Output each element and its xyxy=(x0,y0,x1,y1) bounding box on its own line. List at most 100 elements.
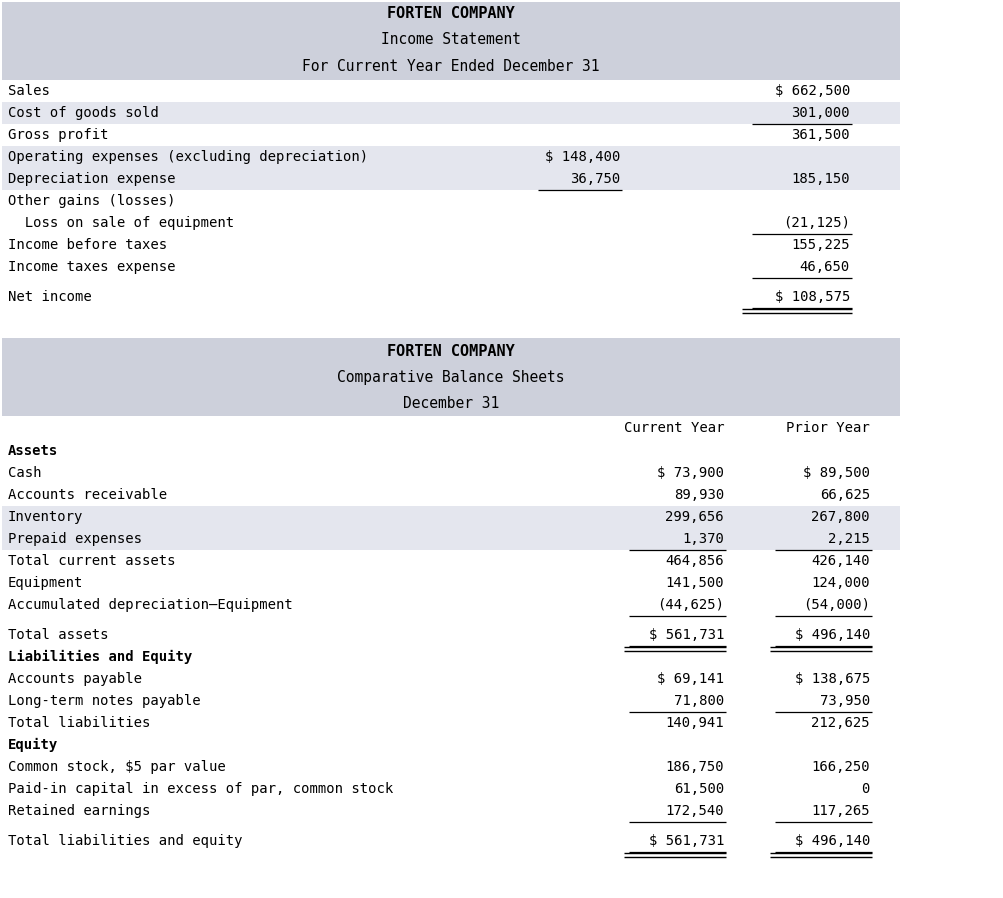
Text: (54,000): (54,000) xyxy=(802,598,870,612)
Bar xyxy=(2,416,899,440)
Bar xyxy=(2,146,899,168)
Text: Long-term notes payable: Long-term notes payable xyxy=(8,694,201,708)
Text: $ 561,731: $ 561,731 xyxy=(648,834,723,848)
Text: Prepaid expenses: Prepaid expenses xyxy=(8,532,141,546)
Text: Accounts receivable: Accounts receivable xyxy=(8,488,166,502)
Text: 73,950: 73,950 xyxy=(818,694,870,708)
Text: Assets: Assets xyxy=(8,444,58,458)
Text: 172,540: 172,540 xyxy=(665,804,723,818)
Bar xyxy=(2,286,899,308)
Bar xyxy=(2,712,899,734)
Bar xyxy=(2,124,899,146)
Text: 141,500: 141,500 xyxy=(665,576,723,590)
Bar xyxy=(2,190,899,212)
Bar xyxy=(2,668,899,690)
Text: Loss on sale of equipment: Loss on sale of equipment xyxy=(8,216,234,230)
Text: 186,750: 186,750 xyxy=(665,760,723,774)
Bar xyxy=(2,102,899,124)
Bar xyxy=(2,594,899,616)
Text: Cash: Cash xyxy=(8,466,41,480)
Text: 61,500: 61,500 xyxy=(673,782,723,796)
Text: 124,000: 124,000 xyxy=(810,576,870,590)
Text: December 31: December 31 xyxy=(402,396,498,411)
Text: 361,500: 361,500 xyxy=(790,128,850,142)
Text: Total current assets: Total current assets xyxy=(8,554,176,568)
Bar xyxy=(2,528,899,550)
Text: 0: 0 xyxy=(861,782,870,796)
Text: Sales: Sales xyxy=(8,84,50,98)
Bar xyxy=(2,2,899,80)
Text: Equity: Equity xyxy=(8,738,58,753)
Text: $ 662,500: $ 662,500 xyxy=(774,84,850,98)
Text: Prior Year: Prior Year xyxy=(785,421,870,435)
Bar xyxy=(2,212,899,234)
Bar xyxy=(2,572,899,594)
Text: 1,370: 1,370 xyxy=(681,532,723,546)
Text: Retained earnings: Retained earnings xyxy=(8,804,150,818)
Bar xyxy=(2,440,899,462)
Text: Comparative Balance Sheets: Comparative Balance Sheets xyxy=(337,370,565,385)
Bar xyxy=(2,778,899,800)
Text: Gross profit: Gross profit xyxy=(8,128,108,142)
Bar xyxy=(2,690,899,712)
Text: Other gains (losses): Other gains (losses) xyxy=(8,194,176,208)
Bar xyxy=(2,734,899,756)
Bar xyxy=(2,80,899,102)
Text: FORTEN COMPANY: FORTEN COMPANY xyxy=(387,344,515,358)
Bar xyxy=(2,624,899,646)
Text: 89,930: 89,930 xyxy=(673,488,723,502)
Text: 66,625: 66,625 xyxy=(818,488,870,502)
Text: Income Statement: Income Statement xyxy=(380,32,521,47)
Text: 426,140: 426,140 xyxy=(810,554,870,568)
Text: $ 561,731: $ 561,731 xyxy=(648,628,723,642)
Bar xyxy=(2,506,899,528)
Bar xyxy=(2,646,899,668)
Text: $ 108,575: $ 108,575 xyxy=(774,290,850,304)
Text: 299,656: 299,656 xyxy=(665,510,723,524)
Text: Common stock, $5 par value: Common stock, $5 par value xyxy=(8,760,226,774)
Text: $ 496,140: $ 496,140 xyxy=(793,628,870,642)
Text: 36,750: 36,750 xyxy=(569,172,620,186)
Text: Depreciation expense: Depreciation expense xyxy=(8,172,176,186)
Text: Accumulated depreciation–Equipment: Accumulated depreciation–Equipment xyxy=(8,598,293,612)
Text: FORTEN COMPANY: FORTEN COMPANY xyxy=(387,6,515,22)
Text: Income before taxes: Income before taxes xyxy=(8,238,166,252)
Text: $ 73,900: $ 73,900 xyxy=(656,466,723,480)
Text: 212,625: 212,625 xyxy=(810,716,870,730)
Bar xyxy=(2,756,899,778)
Text: Total liabilities and equity: Total liabilities and equity xyxy=(8,834,243,848)
Text: For Current Year Ended December 31: For Current Year Ended December 31 xyxy=(302,59,599,74)
Text: Total liabilities: Total liabilities xyxy=(8,716,150,730)
Bar xyxy=(2,168,899,190)
Text: Total assets: Total assets xyxy=(8,628,108,642)
Text: Liabilities and Equity: Liabilities and Equity xyxy=(8,650,192,665)
Bar xyxy=(2,462,899,484)
Text: Net income: Net income xyxy=(8,290,91,304)
Text: Current Year: Current Year xyxy=(623,421,723,435)
Text: $ 496,140: $ 496,140 xyxy=(793,834,870,848)
Text: Inventory: Inventory xyxy=(8,510,83,524)
Text: (44,625): (44,625) xyxy=(656,598,723,612)
Bar xyxy=(2,616,899,624)
Text: 267,800: 267,800 xyxy=(810,510,870,524)
Text: Cost of goods sold: Cost of goods sold xyxy=(8,106,158,120)
Text: $ 89,500: $ 89,500 xyxy=(802,466,870,480)
Text: $ 69,141: $ 69,141 xyxy=(656,672,723,686)
Text: Paid-in capital in excess of par, common stock: Paid-in capital in excess of par, common… xyxy=(8,782,393,796)
Bar xyxy=(2,822,899,830)
Text: 464,856: 464,856 xyxy=(665,554,723,568)
Text: Accounts payable: Accounts payable xyxy=(8,672,141,686)
Text: 166,250: 166,250 xyxy=(810,760,870,774)
Text: Operating expenses (excluding depreciation): Operating expenses (excluding depreciati… xyxy=(8,150,368,164)
Bar xyxy=(2,484,899,506)
Text: Equipment: Equipment xyxy=(8,576,83,590)
Text: $ 138,675: $ 138,675 xyxy=(793,672,870,686)
Bar xyxy=(2,338,899,416)
Text: 140,941: 140,941 xyxy=(665,716,723,730)
Text: 155,225: 155,225 xyxy=(790,238,850,252)
Bar xyxy=(2,830,899,852)
Bar xyxy=(2,256,899,278)
Text: Income taxes expense: Income taxes expense xyxy=(8,260,176,274)
Text: 71,800: 71,800 xyxy=(673,694,723,708)
Text: 46,650: 46,650 xyxy=(799,260,850,274)
